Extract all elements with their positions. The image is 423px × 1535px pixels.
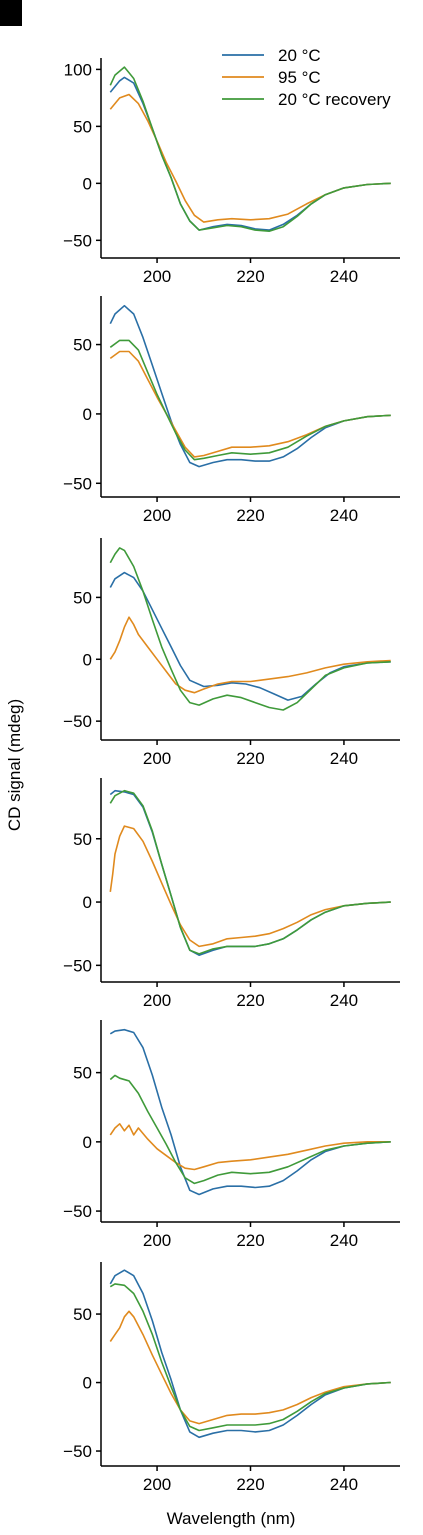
y-tick-label: 0 [83, 650, 92, 669]
y-tick-label: 0 [83, 1133, 92, 1152]
series-line-20c [109, 1028, 391, 1196]
legend-label: 95 °C [278, 68, 321, 87]
x-tick-label: 200 [143, 991, 171, 1010]
x-tick-label: 240 [330, 267, 358, 286]
x-tick-label: 240 [330, 749, 358, 768]
chart-panel-5: 50 0 −50 200 220 240 [63, 1020, 400, 1250]
legend-label: 20 °C recovery [278, 90, 391, 109]
x-tick-label: 200 [143, 1231, 171, 1250]
y-tick-label: 0 [83, 1374, 92, 1393]
series-line-95c [109, 825, 391, 948]
legend: 20 °C 95 °C 20 °C recovery [222, 46, 391, 109]
y-tick-label: −50 [63, 712, 92, 731]
series-line-20c-recovery [109, 547, 391, 711]
x-tick-label: 220 [236, 506, 264, 525]
chart-panel-4: 50 0 −50 200 220 240 [63, 778, 400, 1010]
x-tick-label: 220 [236, 749, 264, 768]
x-tick-label: 200 [143, 506, 171, 525]
series-line-20c [109, 304, 391, 468]
y-tick-label: 50 [73, 588, 92, 607]
y-tick-label: 100 [64, 60, 92, 79]
y-tick-label: −50 [63, 1202, 92, 1221]
series-line-20c-recovery [109, 1074, 391, 1185]
y-tick-label: 50 [73, 117, 92, 136]
series-line-95c [109, 616, 391, 694]
x-tick-label: 240 [330, 1475, 358, 1494]
y-tick-label: 50 [73, 1064, 92, 1083]
panel-label-block [0, 0, 22, 26]
x-tick-label: 220 [236, 991, 264, 1010]
series-line-20c-recovery [109, 789, 391, 955]
x-tick-label: 220 [236, 1475, 264, 1494]
series-line-95c [109, 93, 391, 223]
x-tick-label: 200 [143, 267, 171, 286]
chart-panel-2: 50 0 −50 200 220 240 [63, 296, 400, 525]
y-tick-label: −50 [63, 956, 92, 975]
x-axis-title: Wavelength (nm) [167, 1509, 296, 1528]
x-tick-label: 220 [236, 1231, 264, 1250]
x-tick-label: 240 [330, 506, 358, 525]
y-tick-label: −50 [63, 231, 92, 250]
x-tick-label: 220 [236, 267, 264, 286]
series-line-20c [109, 789, 391, 956]
legend-label: 20 °C [278, 46, 321, 65]
x-tick-label: 200 [143, 1475, 171, 1494]
series-line-95c [109, 1123, 391, 1171]
y-tick-label: 0 [83, 893, 92, 912]
chart-panel-6: 50 0 −50 200 220 240 [63, 1262, 400, 1494]
series-line-95c [109, 1310, 391, 1425]
y-axis-title: CD signal (mdeg) [5, 699, 24, 831]
chart-panel-3: 50 0 −50 200 220 240 [63, 538, 400, 768]
y-tick-label: −50 [63, 474, 92, 493]
y-tick-label: −50 [63, 1442, 92, 1461]
series-line-20c [109, 1269, 391, 1439]
y-tick-label: 50 [73, 830, 92, 849]
x-tick-label: 240 [330, 991, 358, 1010]
y-tick-label: 50 [73, 1305, 92, 1324]
chart-panels: 100 50 0 −50 200 220 240 50 0 −50 200 220 240 50 0 −50 2… [63, 58, 400, 1494]
chart-panel-1: 100 50 0 −50 200 220 240 [63, 58, 400, 286]
y-tick-label: 0 [83, 174, 92, 193]
y-tick-label: 50 [73, 336, 92, 355]
x-tick-label: 240 [330, 1231, 358, 1250]
x-tick-label: 200 [143, 749, 171, 768]
series-line-20c-recovery [109, 339, 391, 461]
y-tick-label: 0 [83, 405, 92, 424]
series-line-20c-recovery [109, 66, 391, 232]
series-line-20c-recovery [109, 1283, 391, 1432]
